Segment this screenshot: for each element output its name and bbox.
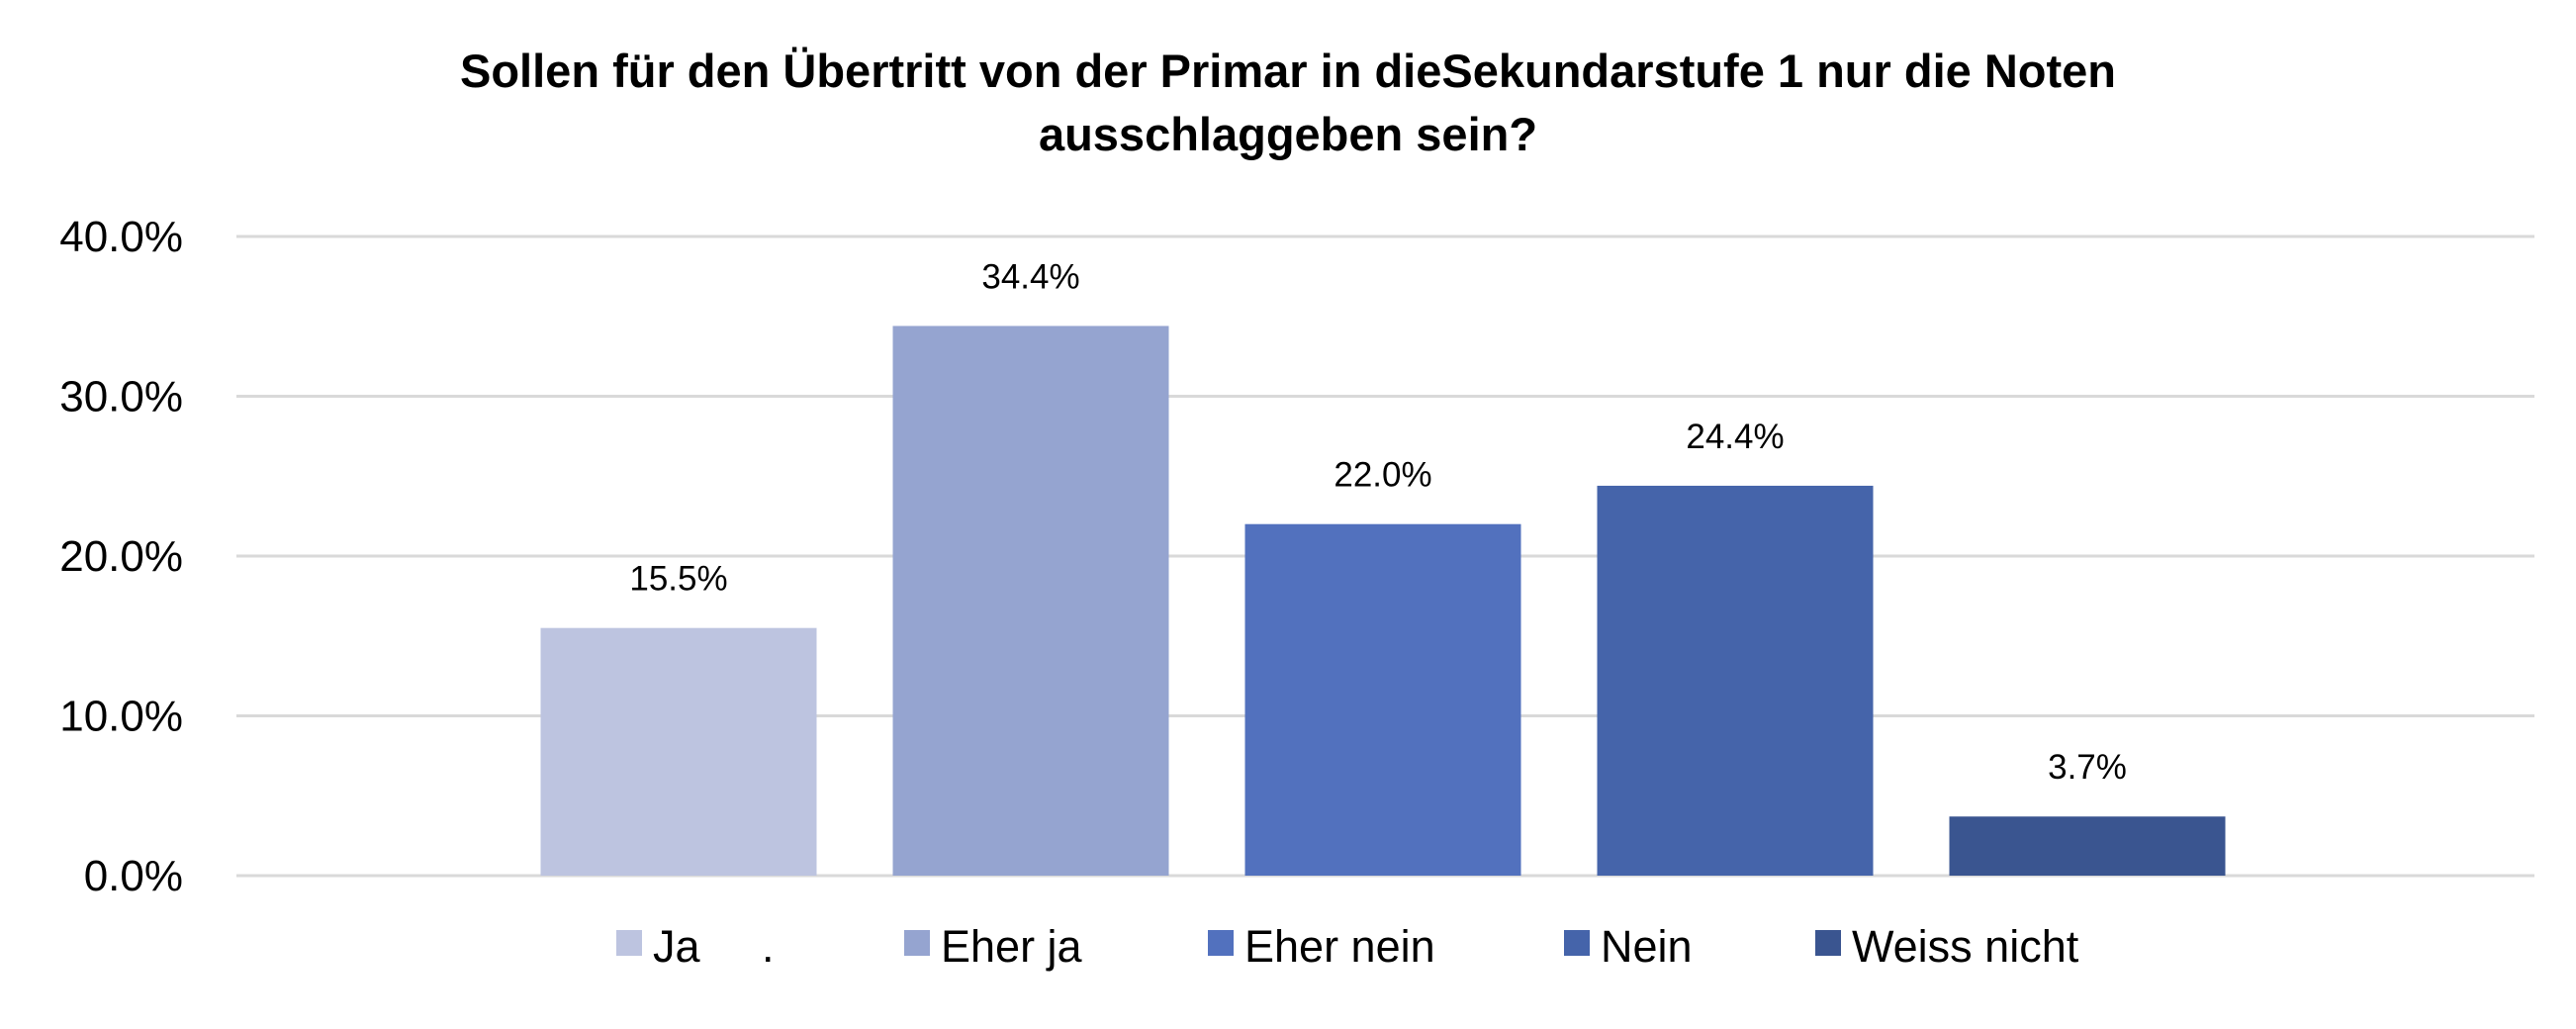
data-label: 22.0% (1334, 456, 1431, 495)
bar (540, 627, 817, 876)
y-tick-label: 0.0% (84, 852, 183, 900)
y-tick-label: 20.0% (59, 532, 183, 581)
data-label: 15.5% (629, 560, 727, 599)
bar (1597, 485, 1874, 876)
legend-label: Eher nein (1244, 921, 1435, 972)
data-label: 3.7% (2048, 748, 2127, 787)
bar (1244, 523, 1521, 876)
legend-label: Ja . (653, 921, 775, 972)
data-label: 24.4% (1686, 418, 1784, 456)
legend-swatch (1815, 930, 1841, 956)
data-label: 34.4% (981, 257, 1079, 296)
legend-swatch (1208, 930, 1234, 956)
legend-label: Eher ja (941, 921, 1083, 972)
bar (892, 326, 1169, 876)
y-tick-label: 40.0% (59, 213, 183, 261)
legend-swatch (1564, 930, 1590, 956)
legend-swatch (904, 930, 930, 956)
bar (1949, 816, 2226, 876)
legend-label: Nein (1601, 921, 1693, 972)
legend-swatch (616, 930, 642, 956)
chart-title-line-2: ausschlaggeben sein? (1039, 108, 1537, 160)
legend-label: Weiss nicht (1852, 921, 2079, 972)
chart-title-line-1: Sollen für den Übertritt von der Primar … (460, 45, 2116, 97)
y-tick-label: 10.0% (59, 693, 183, 741)
y-tick-label: 30.0% (59, 373, 183, 421)
